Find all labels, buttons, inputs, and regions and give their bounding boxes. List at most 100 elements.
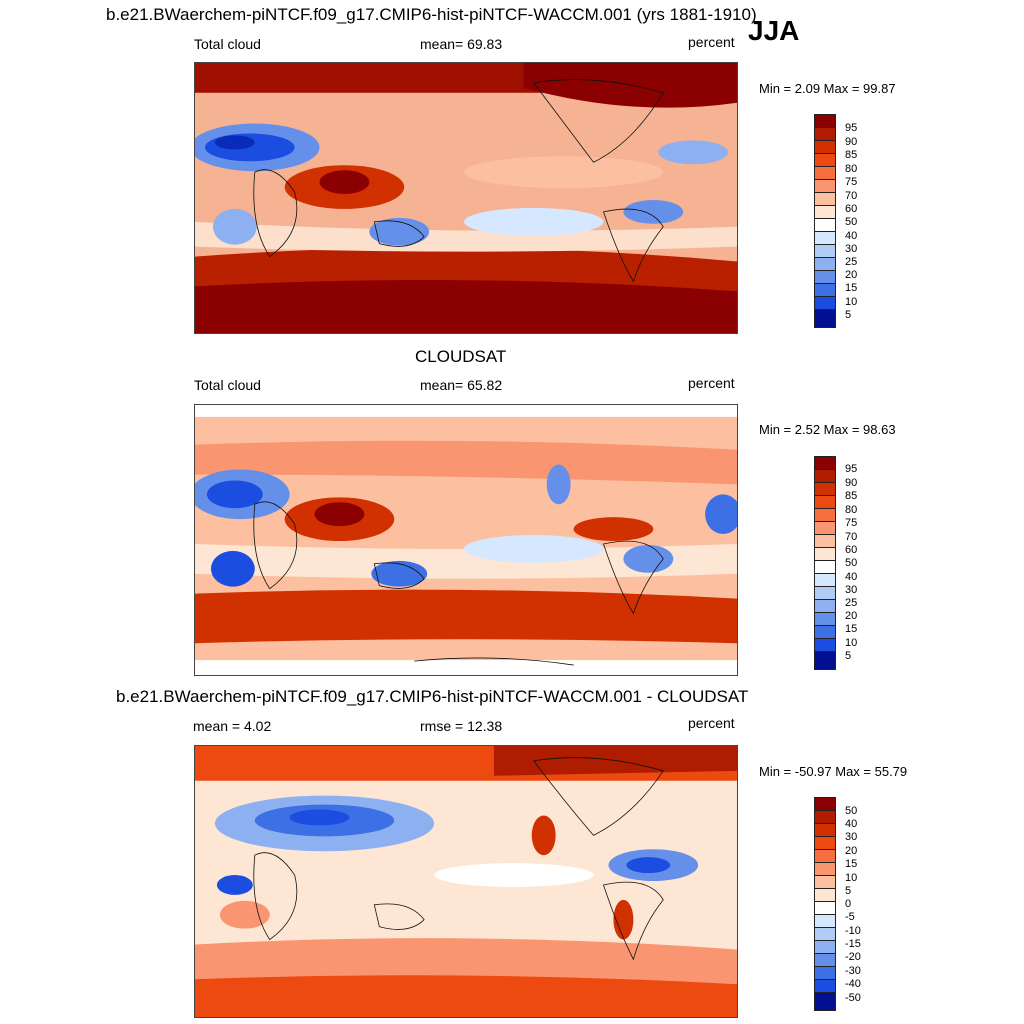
panel1-colorbar-box <box>815 128 835 141</box>
panel3-map <box>194 745 738 1018</box>
panel1-colorbar-box <box>815 271 835 284</box>
panel1-colorbar-label: 90 <box>845 136 858 148</box>
panel1-colorbar-box <box>815 245 835 258</box>
panel2-colorbar-label: 85 <box>845 490 858 502</box>
panel1-colorbar-label: 50 <box>845 216 858 228</box>
panel1-colorbar <box>814 114 836 328</box>
panel1-mean-label: mean= 69.83 <box>420 36 503 52</box>
panel2-colorbar-box <box>815 587 835 600</box>
panel2-title: CLOUDSAT <box>415 347 507 366</box>
panel3-map-svg <box>195 746 737 1017</box>
panel3-colorbar-box <box>815 954 835 967</box>
panel2-colorbar-label: 30 <box>845 584 858 596</box>
panel2-colorbar-box <box>815 626 835 639</box>
panel3-colorbar-label: 5 <box>845 885 852 897</box>
panel1-colorbar-label: 5 <box>845 309 852 321</box>
panel3-colorbar-label: 40 <box>845 818 858 830</box>
panel1-colorbar-label: 85 <box>845 149 858 161</box>
panel1-colorbar-box <box>815 180 835 193</box>
panel2-colorbar-label: 10 <box>845 637 858 649</box>
panel1-colorbar-label: 30 <box>845 243 858 255</box>
panel1-colorbar-label: 75 <box>845 176 858 188</box>
panel3-colorbar-box <box>815 811 835 824</box>
panel3-colorbar-box <box>815 889 835 902</box>
panel2-colorbar-label: 70 <box>845 531 858 543</box>
panel2-colorbar-label: 60 <box>845 544 858 556</box>
panel3-colorbar-label: 15 <box>845 858 858 870</box>
panel1-colorbar-label: 40 <box>845 230 858 242</box>
panel3-colorbar-label: -5 <box>845 911 855 923</box>
panel3-title: b.e21.BWaerchem-piNTCF.f09_g17.CMIP6-his… <box>116 687 749 706</box>
panel2-colorbar-label: 90 <box>845 477 858 489</box>
panel3-colorbar-label: 30 <box>845 831 858 843</box>
panel3-colorbar-box <box>815 928 835 941</box>
panel2-colorbar-label: 25 <box>845 597 858 609</box>
panel3-colorbar-box <box>815 850 835 863</box>
panel1-colorbar-box <box>815 297 835 310</box>
panel2-units-label: percent <box>688 375 735 391</box>
panel2-colorbar-label: 50 <box>845 557 858 569</box>
panel2-map-svg <box>195 416 737 666</box>
panel2-colorbar-box <box>815 600 835 613</box>
panel1-map <box>194 62 738 334</box>
panel3-colorbar-label: -15 <box>845 938 861 950</box>
panel3-colorbar-box <box>815 993 835 1010</box>
panel3-colorbar-label: 10 <box>845 872 858 884</box>
panel2-colorbar-label: 80 <box>845 504 858 516</box>
panel2-colorbar-box <box>815 522 835 535</box>
panel1-colorbar-label: 80 <box>845 163 858 175</box>
panel1-colorbar-box <box>815 258 835 271</box>
panel2-map <box>194 404 738 676</box>
panel1-minmax: Min = 2.09 Max = 99.87 <box>759 81 896 96</box>
panel3-colorbar-label: 20 <box>845 845 858 857</box>
panel3-colorbar-label: 0 <box>845 898 852 910</box>
panel3-colorbar-box <box>815 824 835 837</box>
panel3-colorbar-box <box>815 798 835 811</box>
panel1-colorbar-box <box>815 219 835 232</box>
panel3-colorbar-box <box>815 980 835 993</box>
panel1-colorbar-label: 60 <box>845 203 858 215</box>
panel3-colorbar-box <box>815 915 835 928</box>
panel3-units-label: percent <box>688 715 735 731</box>
panel1-colorbar-box <box>815 141 835 154</box>
panel3-colorbar-box <box>815 863 835 876</box>
panel1-colorbar-label: 95 <box>845 122 858 134</box>
panel2-minmax: Min = 2.52 Max = 98.63 <box>759 422 896 437</box>
panel3-colorbar-box <box>815 902 835 915</box>
panel2-colorbar-box <box>815 509 835 522</box>
panel2-colorbar-box <box>815 496 835 509</box>
panel2-colorbar-box <box>815 574 835 587</box>
panel1-colorbar-label: 70 <box>845 190 858 202</box>
panel3-colorbar-box <box>815 837 835 850</box>
panel1-colorbar-box <box>815 310 835 327</box>
panel2-colorbar-box <box>815 470 835 483</box>
panel1-colorbar-label: 20 <box>845 269 858 281</box>
panel3-colorbar-label: -20 <box>845 951 861 963</box>
main-title: b.e21.BWaerchem-piNTCF.f09_g17.CMIP6-his… <box>106 5 757 24</box>
season-label: JJA <box>748 15 800 46</box>
panel3-minmax: Min = -50.97 Max = 55.79 <box>759 764 908 779</box>
panel2-colorbar-label: 95 <box>845 463 858 475</box>
panel2-colorbar-label: 15 <box>845 623 858 635</box>
panel2-variable-label: Total cloud <box>194 377 261 393</box>
panel1-colorbar-box <box>815 193 835 206</box>
panel1-colorbar-box <box>815 154 835 167</box>
panel3-colorbar-box <box>815 876 835 889</box>
panel2-mean-label: mean= 65.82 <box>420 377 503 393</box>
panel2-colorbar-label: 75 <box>845 517 858 529</box>
panel2-colorbar-box <box>815 639 835 652</box>
panel3-rmse-label: rmse = 12.38 <box>420 718 503 734</box>
panel1-colorbar-label: 15 <box>845 282 858 294</box>
panel1-colorbar-box <box>815 232 835 245</box>
panel3-colorbar-label: -50 <box>845 992 861 1004</box>
panel1-colorbar-box <box>815 115 835 128</box>
panel3-colorbar-box <box>815 967 835 980</box>
panel3-colorbar-label: -10 <box>845 925 861 937</box>
panel1-colorbar-box <box>815 284 835 297</box>
panel2-colorbar-box <box>815 613 835 626</box>
panel2-colorbar-box <box>815 561 835 574</box>
panel1-colorbar-box <box>815 206 835 219</box>
panel2-colorbar-label: 20 <box>845 610 858 622</box>
panel3-mean-label: mean = 4.02 <box>193 718 272 734</box>
panel1-colorbar-box <box>815 167 835 180</box>
